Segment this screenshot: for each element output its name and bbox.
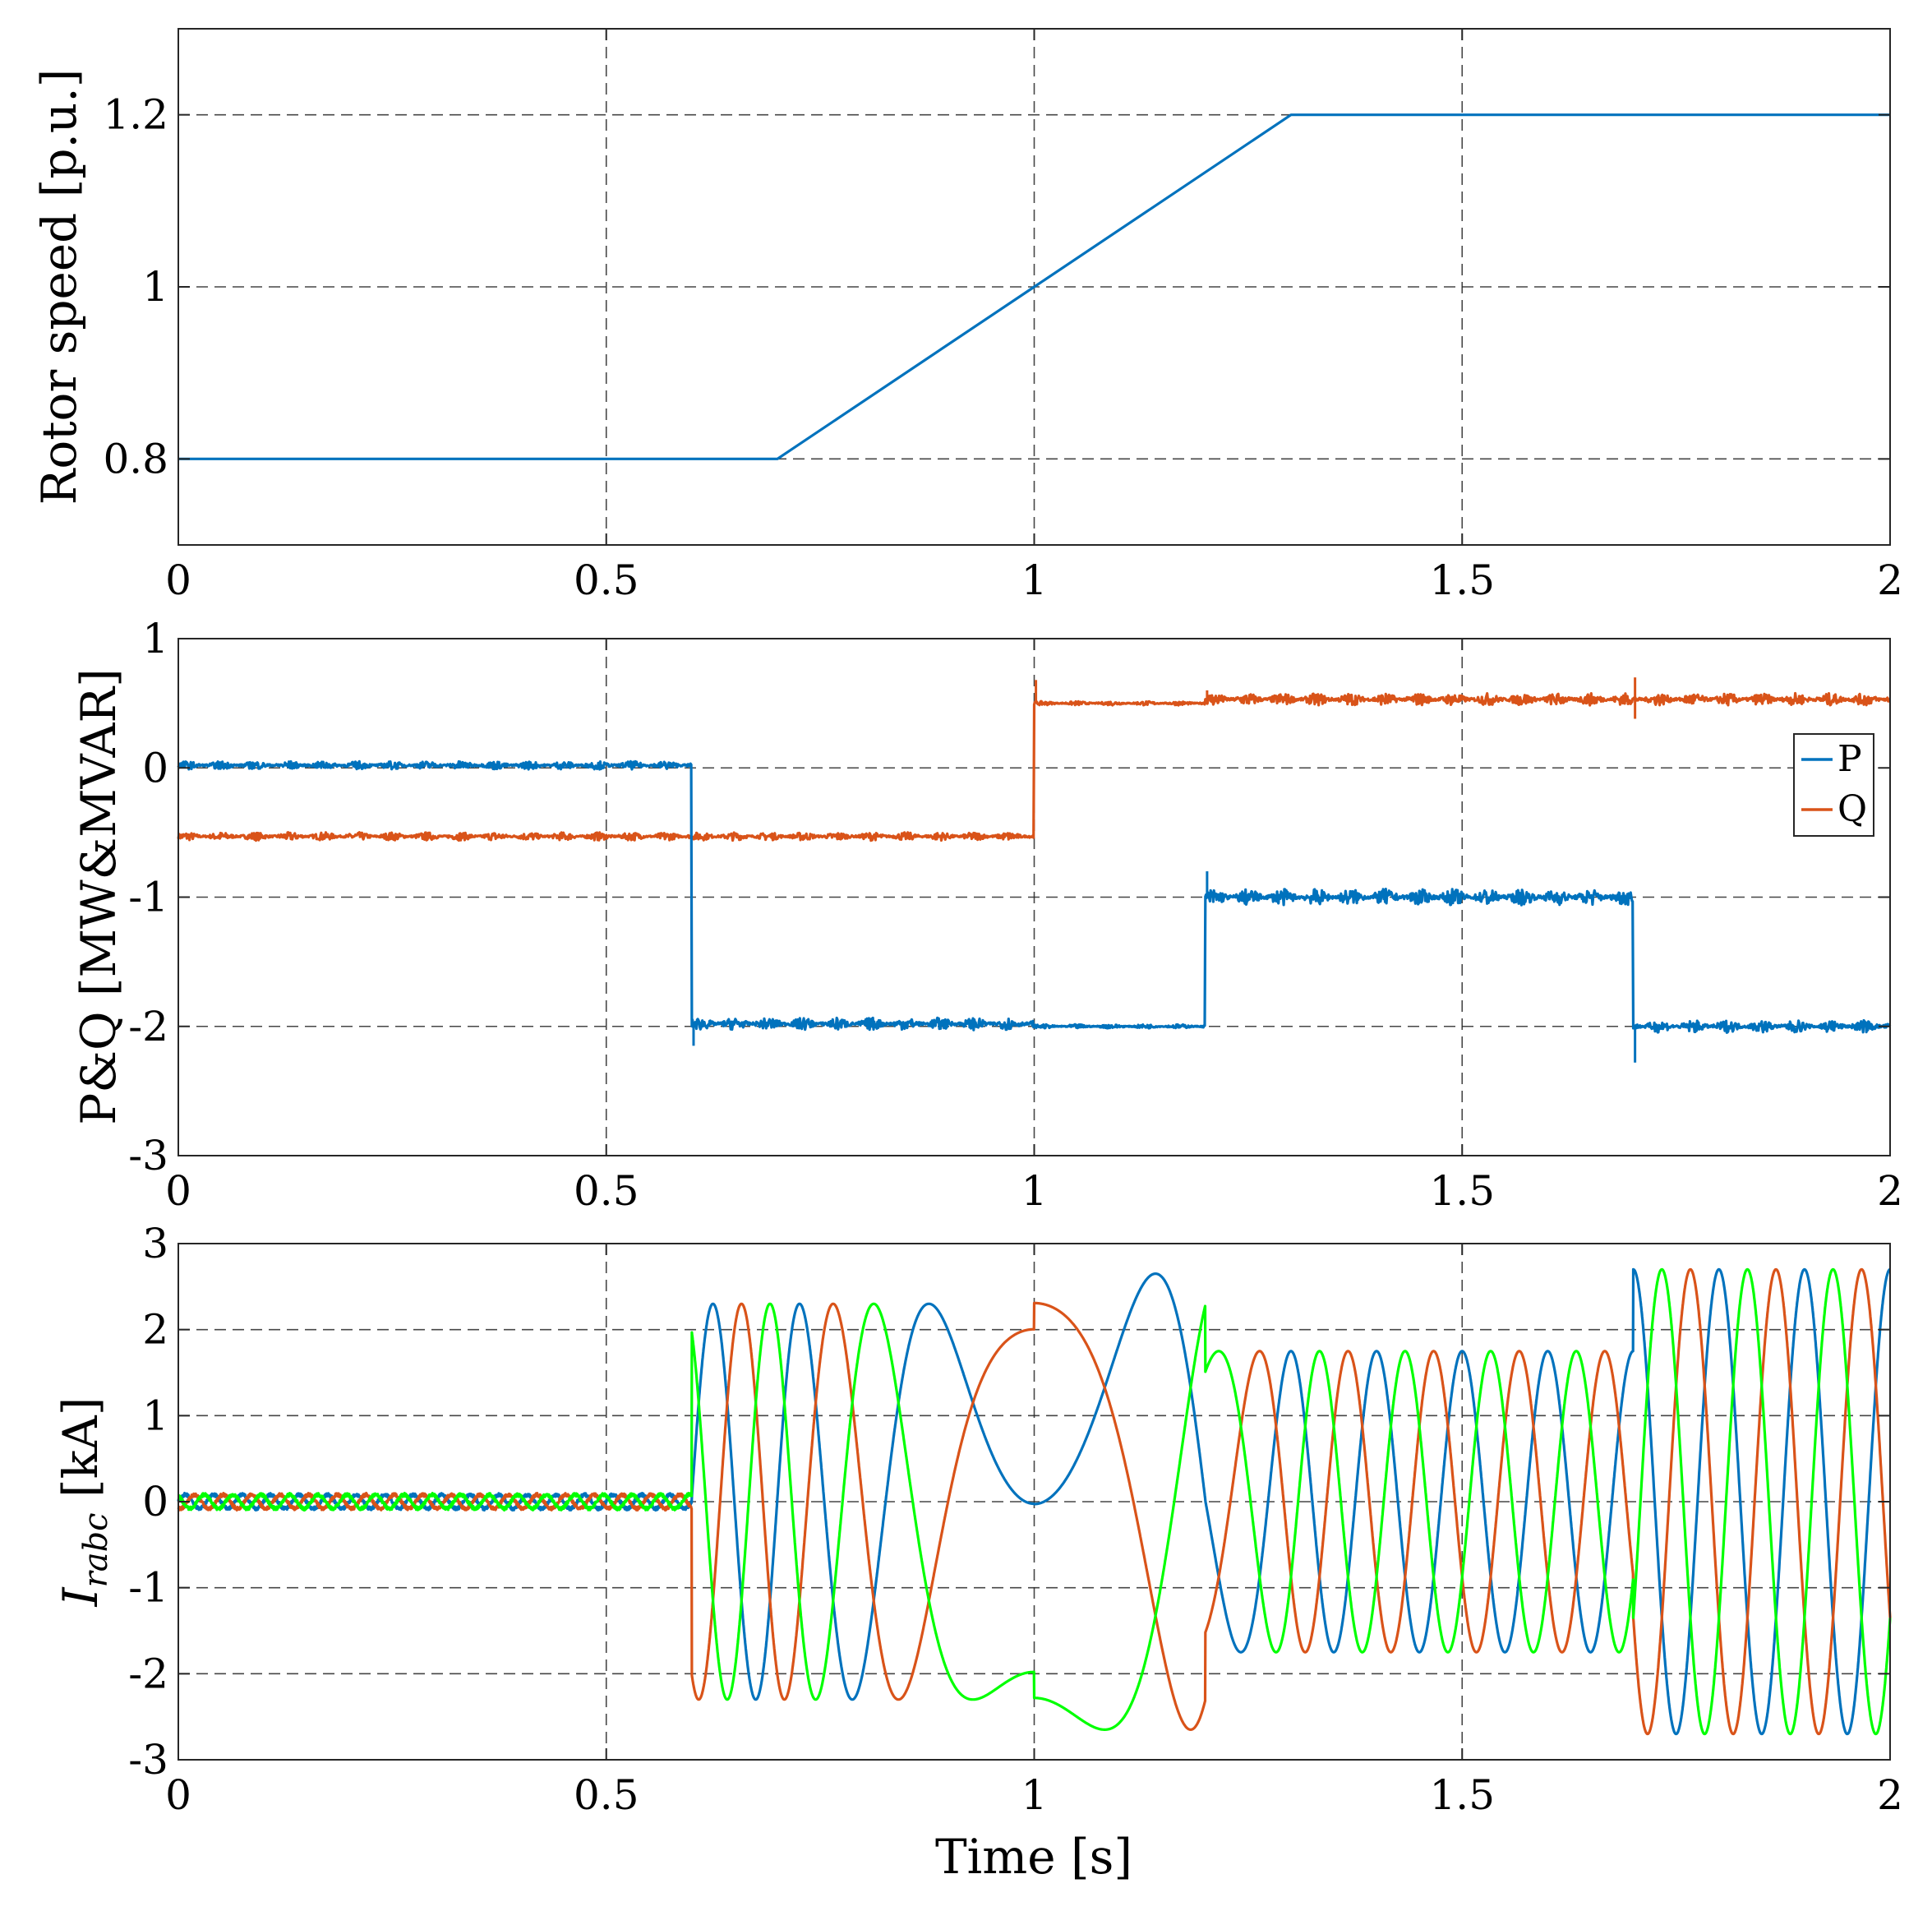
x-tick-label: 2: [1877, 1771, 1903, 1819]
x-tick-label: 0: [165, 1167, 191, 1215]
rotor-currents-series: [177, 1267, 1892, 1736]
ylabel-subscript: rabc: [77, 1512, 115, 1587]
y-tick-label: 1: [142, 263, 168, 311]
rotor-currents-xlabel: Time [s]: [935, 1829, 1132, 1885]
x-tick-label: 2: [1877, 1167, 1903, 1215]
y-tick-label: 3: [142, 1220, 168, 1267]
y-tick-label: -1: [128, 874, 168, 921]
x-tick-label: 1.5: [1429, 556, 1495, 604]
legend-p-label: P: [1837, 738, 1862, 780]
x-tick-label: 2: [1877, 556, 1903, 604]
series-irb-line: [177, 1267, 1892, 1736]
power-axes: 0 0.5 1 1.5 2 -3 -2 -1 0 1 P&Q [MW&MVAR] P Q: [71, 615, 1903, 1215]
rotor-speed-line: [178, 113, 1890, 460]
rotor-currents-axes: 0 0.5 1 1.5 2 -3 -2 -1 0 1 2 3 Irabc [kA] Time [s]: [53, 1220, 1903, 1885]
y-tick-label: 1: [142, 615, 168, 662]
rotor-speed-ylabel: Rotor speed [p.u.]: [31, 69, 87, 505]
ylabel-symbol: I: [53, 1586, 108, 1607]
y-tick-label: 0: [142, 744, 168, 792]
y-tick-label: -1: [128, 1564, 168, 1612]
power-legend: P Q: [1793, 733, 1874, 837]
y-tick-label: 1.2: [103, 91, 168, 139]
x-tick-label: 1: [1021, 556, 1048, 604]
y-tick-label: -2: [128, 1650, 168, 1697]
x-tick-label: 0: [165, 556, 191, 604]
power-ylabel: P&Q [MW&MVAR]: [71, 668, 127, 1124]
rotor-speed-series: [178, 113, 1890, 460]
legend-q-label: Q: [1837, 788, 1867, 830]
x-tick-label: 0.5: [574, 556, 639, 604]
rotor-speed-ticks: 0 0.5 1 1.5 2 0.8 1 1.2: [103, 29, 1903, 604]
y-tick-label: -3: [128, 1736, 168, 1784]
x-tick-label: 1.5: [1429, 1167, 1495, 1215]
power-series: [177, 677, 1892, 1063]
ylabel-unit: [kA]: [53, 1397, 108, 1513]
series-p-line: [177, 759, 1892, 1034]
x-tick-label: 0.5: [574, 1771, 639, 1819]
y-tick-label: 0: [142, 1478, 168, 1526]
y-tick-label: -2: [128, 1003, 168, 1050]
rotor-speed-axes: 0 0.5 1 1.5 2 0.8 1 1.2 Rotor speed [p.u.]: [31, 28, 1903, 604]
x-tick-label: 0.5: [574, 1167, 639, 1215]
x-tick-label: 0: [165, 1771, 191, 1819]
y-tick-label: 2: [142, 1306, 168, 1354]
y-tick-label: 1: [142, 1392, 168, 1439]
y-tick-label: -3: [128, 1132, 168, 1179]
rotor-currents-ylabel: Irabc [kA]: [53, 1397, 115, 1608]
legend-box: [1793, 733, 1874, 837]
x-tick-label: 1: [1021, 1771, 1048, 1819]
rotor-currents-ticks: 0 0.5 1 1.5 2 -3 -2 -1 0 1 2 3: [128, 1220, 1903, 1819]
x-tick-label: 1: [1021, 1167, 1048, 1215]
y-tick-label: 0.8: [103, 435, 168, 482]
series-irc-line: [177, 1267, 1892, 1736]
power-ticks: 0 0.5 1 1.5 2 -3 -2 -1 0 1: [128, 615, 1903, 1215]
series-q-line: [177, 691, 1891, 842]
x-tick-label: 1.5: [1429, 1771, 1495, 1819]
